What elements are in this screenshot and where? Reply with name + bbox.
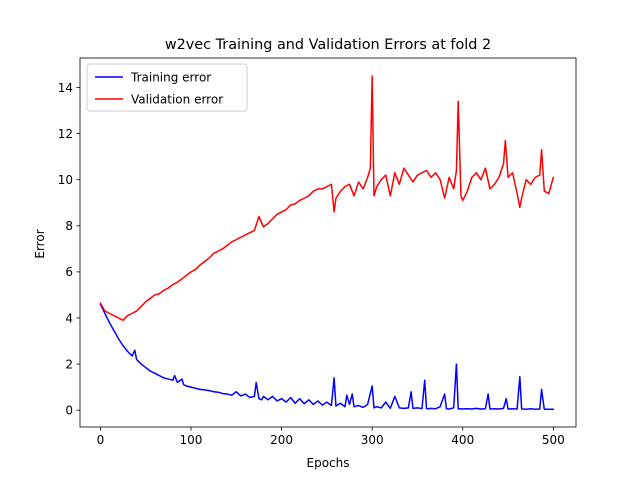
x-tick-label: 500: [542, 433, 565, 447]
y-tick-label: 0: [65, 403, 73, 417]
series-layer: [99, 75, 555, 410]
y-tick-label: 14: [58, 81, 73, 95]
y-tick-label: 8: [65, 219, 73, 233]
y-axis-label: Error: [33, 229, 47, 258]
x-tick-label: 0: [97, 433, 105, 447]
y-tick-label: 10: [58, 173, 73, 187]
x-tick-label: 300: [361, 433, 384, 447]
chart-title: w2vec Training and Validation Errors at …: [165, 37, 491, 53]
y-tick-label: 2: [65, 357, 73, 371]
x-tick-label: 200: [270, 433, 293, 447]
legend-box: [86, 63, 248, 112]
y-tick-label: 12: [58, 127, 73, 141]
legend: Training error Validation error: [86, 63, 248, 112]
series-line-validation-error: [99, 75, 555, 322]
legend-label: Training error: [130, 70, 211, 84]
series-line-training-error: [99, 303, 555, 410]
axes-layer: 0 100 200 300 400 500 0 2 4 6 8 10 12 14: [58, 57, 577, 447]
axes-frame: [79, 57, 577, 428]
y-tick-label: 6: [65, 265, 73, 279]
x-axis-label: Epochs: [307, 456, 350, 470]
y-tick-label: 4: [65, 311, 73, 325]
x-tick-label: 100: [180, 433, 203, 447]
x-tick-label: 400: [451, 433, 474, 447]
legend-label: Validation error: [131, 92, 223, 106]
